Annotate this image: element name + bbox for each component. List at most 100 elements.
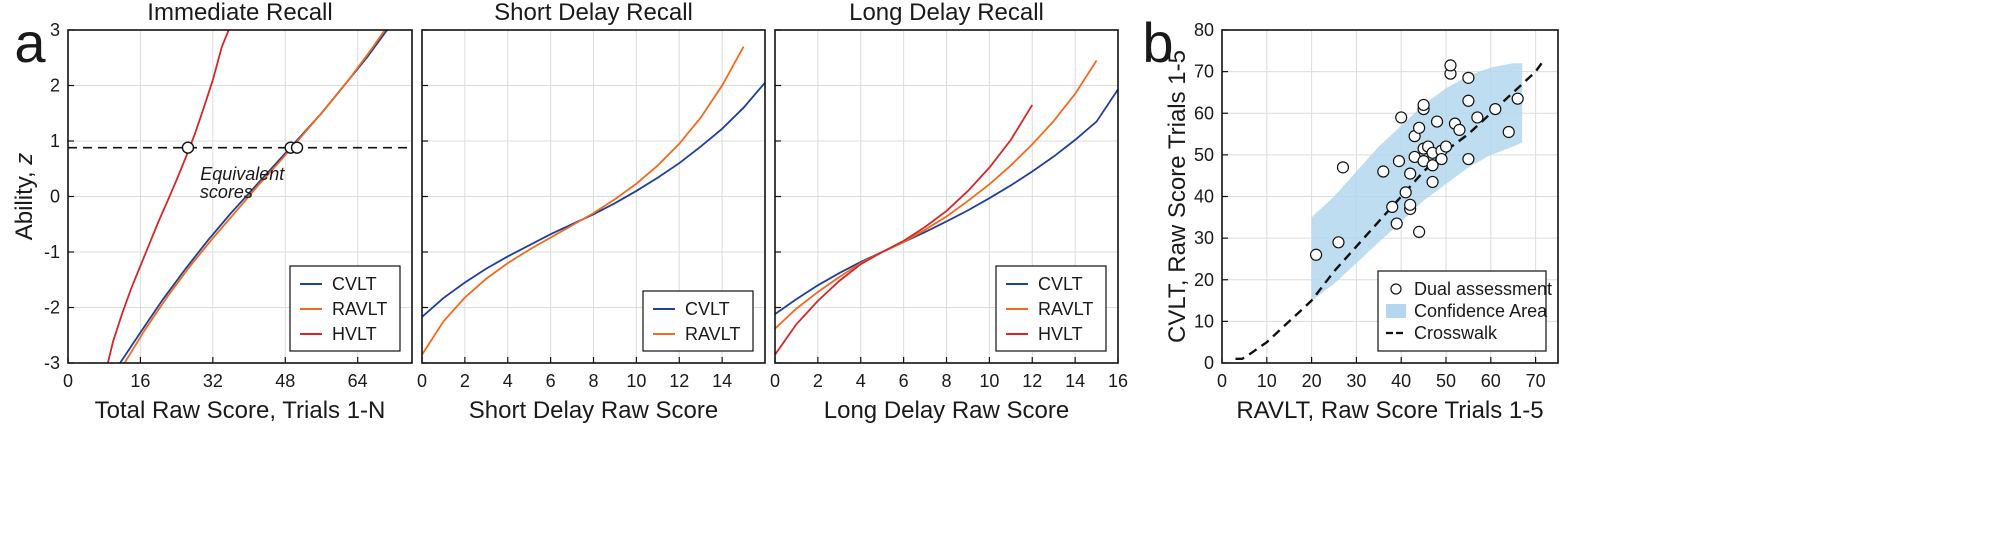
scatter-point (1392, 155, 1406, 168)
series-line-hvlt (775, 104, 1034, 356)
equivalent-score-point (290, 141, 304, 154)
series-line-hvlt (106, 30, 230, 363)
legend-label-2: Crosswalk (1414, 323, 1498, 343)
scatter-point (1390, 217, 1403, 230)
chart3-ylabel: CVLT, Raw Score Trials 1-5 (1164, 50, 1191, 343)
legend-label-ravlt: RAVLT (332, 299, 387, 319)
legend-label-ravlt: RAVLT (1038, 299, 1093, 319)
scatter-point (1489, 102, 1502, 116)
chart3-ytick-label: 70 (1194, 62, 1214, 82)
scatter-point (1511, 92, 1524, 105)
scatter-point (1462, 94, 1475, 107)
legend-label-cvlt: CVLT (685, 299, 730, 319)
equivalent-score-point (181, 141, 195, 154)
chart0-ylabel: Ability, z (11, 153, 38, 241)
legend-label-hvlt: HVLT (332, 324, 377, 344)
chart1-xtick-label: 4 (503, 371, 513, 391)
chart0-ytick-label: 1 (50, 131, 60, 151)
annotation-equivalent: Equivalent (200, 164, 285, 184)
crosswalk-line (1235, 58, 1546, 361)
chart2-xlabel: Long Delay Raw Score (824, 397, 1069, 424)
confidence-area (1311, 63, 1523, 301)
chart1-xtick-label: 14 (712, 371, 732, 391)
series-line-ravlt (422, 46, 745, 356)
chart1-xtick-label: 6 (546, 371, 556, 391)
chart3-xtick-label: 30 (1346, 371, 1366, 391)
chart3-xtick-label: 60 (1481, 371, 1501, 391)
chart0-ylabel-symbol: z (11, 153, 38, 166)
scatter-point (1336, 161, 1350, 174)
chart3-ytick-label: 30 (1194, 228, 1214, 248)
chart1-title: Short Delay Recall (494, 0, 693, 26)
series-line-ravlt (775, 60, 1098, 330)
chart3-xlabel: RAVLT, Raw Score Trials 1-5 (1236, 397, 1543, 424)
scatter-point (1426, 175, 1439, 189)
scatter-point (1430, 115, 1444, 128)
scatter-point (1462, 71, 1475, 84)
legend-marker-confidence-area (1386, 304, 1406, 318)
chart3-xtick-label: 50 (1436, 371, 1456, 391)
scatter-point (1399, 186, 1412, 199)
scatter-point (1404, 167, 1417, 180)
chart2-xtick-label: 12 (1022, 371, 1042, 391)
chart2-xtick-label: 0 (770, 371, 780, 391)
scatter-point (1413, 225, 1426, 238)
scatter-point (1471, 111, 1484, 124)
panel-label-a: a (14, 11, 46, 74)
annotation-scores: scores (200, 182, 253, 202)
chart3-ytick-label: 80 (1194, 20, 1214, 40)
chart2-xtick-label: 16 (1108, 371, 1128, 391)
scatter-point (1435, 152, 1448, 166)
chart0-title: Immediate Recall (147, 0, 332, 26)
chart3-ytick-label: 40 (1194, 187, 1214, 207)
legend-label-ravlt: RAVLT (685, 324, 740, 344)
chart0-ytick-label: -3 (44, 353, 60, 373)
chart3-xtick-label: 70 (1526, 371, 1546, 391)
chart2-xtick-label: 8 (941, 371, 951, 391)
legend-label-0: Dual assessment (1414, 279, 1552, 299)
chart3-ytick-label: 20 (1194, 270, 1214, 290)
scatter-point (1386, 200, 1399, 214)
chart0-xtick-label: 0 (63, 371, 73, 391)
chart0-xtick-label: 64 (348, 371, 368, 391)
chart2-xtick-label: 10 (979, 371, 999, 391)
scatter-point (1377, 165, 1390, 178)
scatter-point (1309, 248, 1323, 261)
chart1-xtick-label: 10 (626, 371, 646, 391)
chart1-xtick-label: 12 (669, 371, 689, 391)
scatter-point (1444, 59, 1457, 72)
scatter-point (1426, 159, 1439, 172)
series-line-cvlt (422, 82, 765, 318)
chart1-xtick-label: 8 (588, 371, 598, 391)
series-line-ravlt (123, 30, 386, 363)
scatter-point (1453, 123, 1466, 136)
scatter-point (1439, 140, 1453, 153)
chart3-xtick-label: 40 (1391, 371, 1411, 391)
scatter-point (1417, 98, 1430, 112)
legend-label-cvlt: CVLT (332, 274, 377, 294)
chart3-xtick-label: 20 (1302, 371, 1322, 391)
chart1-legend-box (642, 290, 754, 352)
scatter-point (1413, 121, 1426, 134)
chart0-ytick-label: 3 (50, 20, 60, 40)
chart3-ytick-label: 0 (1204, 353, 1214, 373)
chart3-ytick-label: 60 (1194, 103, 1214, 123)
chart0-xtick-label: 32 (203, 371, 223, 391)
chart3-ytick-label: 10 (1194, 311, 1214, 331)
series-line-cvlt (775, 88, 1118, 315)
panel-label-b: b (1142, 11, 1173, 74)
chart0-ytick-label: -1 (44, 242, 60, 262)
chart0-ytick-label: 2 (50, 76, 60, 96)
scatter-point (1502, 125, 1515, 139)
chart0-ytick-label: 0 (50, 187, 60, 207)
chart3-xtick-label: 0 (1217, 371, 1227, 391)
chart2-xtick-label: 2 (813, 371, 823, 391)
chart2-title: Long Delay Recall (849, 0, 1044, 26)
chart1-xlabel: Short Delay Raw Score (469, 397, 718, 424)
chart2-xtick-label: 14 (1065, 371, 1085, 391)
chart3-xtick-label: 10 (1257, 371, 1277, 391)
chart1-xtick-label: 0 (417, 371, 427, 391)
scatter-point (1395, 111, 1408, 124)
legend-label-hvlt: HVLT (1038, 324, 1083, 344)
